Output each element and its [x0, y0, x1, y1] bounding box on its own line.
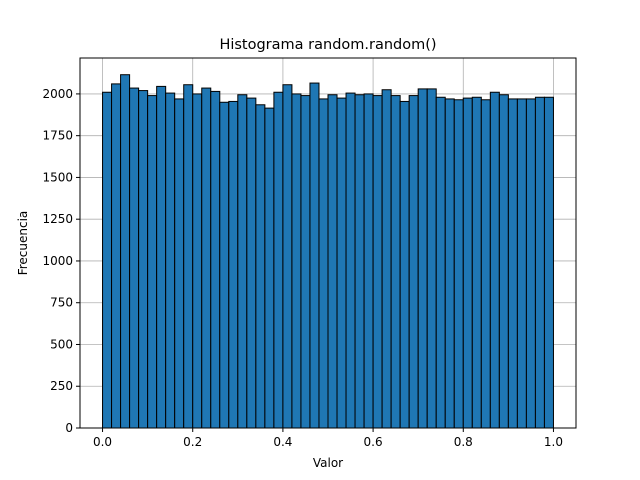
- x-axis-label: Valor: [313, 456, 343, 470]
- histogram-bar: [174, 98, 185, 429]
- x-tick-label: 1.0: [544, 435, 563, 449]
- histogram-bar: [219, 101, 230, 429]
- x-tick-label: 0.8: [454, 435, 473, 449]
- histogram-bar: [120, 74, 131, 429]
- x-axis-ticks: 0.0 0.2 0.4 0.6 0.8 1.0: [93, 428, 563, 449]
- histogram-bar: [372, 95, 383, 429]
- histogram-bar: [390, 95, 401, 429]
- y-axis-ticks: 0 250 500 750 1000 1250 1500 1750 2000: [42, 87, 80, 435]
- histogram-bar: [300, 95, 311, 429]
- histogram-bar: [480, 99, 491, 429]
- histogram-bar: [309, 82, 320, 429]
- histogram-bar: [534, 96, 545, 429]
- y-tick-label: 750: [50, 296, 73, 310]
- x-tick-label: 0.0: [93, 435, 112, 449]
- y-tick-label: 2000: [42, 87, 73, 101]
- histogram-bar: [426, 88, 437, 429]
- x-tick-label: 0.2: [183, 435, 202, 449]
- y-tick-label: 1000: [42, 254, 73, 268]
- histogram-bar: [381, 89, 392, 429]
- histogram-bar: [363, 93, 374, 429]
- x-tick-label: 0.6: [364, 435, 383, 449]
- y-tick-label: 1500: [42, 170, 73, 184]
- histogram-bar: [507, 98, 518, 429]
- histogram-bar: [282, 84, 293, 429]
- histogram-bar: [165, 92, 176, 429]
- histogram-bar: [246, 97, 257, 429]
- histogram-bar: [318, 98, 329, 429]
- y-tick-label: 1750: [42, 129, 73, 143]
- y-axis-label: Frecuencia: [16, 211, 30, 276]
- y-tick-label: 1250: [42, 212, 73, 226]
- histogram-bar: [327, 94, 338, 429]
- y-tick-label: 0: [65, 421, 73, 435]
- histogram-bar: [471, 96, 482, 429]
- histogram-bar: [345, 92, 356, 429]
- histogram-bar: [228, 100, 239, 429]
- histogram-bars: [102, 74, 554, 429]
- histogram-bar: [399, 100, 410, 429]
- histogram-bar: [444, 98, 455, 429]
- histogram-bar: [354, 94, 365, 429]
- histogram-bar: [417, 88, 428, 429]
- histogram-bar: [129, 87, 140, 429]
- histogram-bar: [111, 83, 122, 429]
- histogram-bar: [273, 91, 284, 429]
- histogram-bar: [255, 104, 266, 429]
- histogram-bar: [435, 96, 446, 429]
- histogram-bar: [336, 97, 347, 429]
- histogram-bar: [525, 98, 536, 429]
- y-tick-label: 250: [50, 379, 73, 393]
- histogram-bar: [192, 93, 203, 429]
- x-tick-label: 0.4: [273, 435, 292, 449]
- histogram-bar: [210, 90, 221, 429]
- histogram-bar: [543, 96, 554, 429]
- histogram-bar: [498, 94, 509, 429]
- histogram-bar: [201, 87, 212, 429]
- histogram-bar: [462, 97, 473, 429]
- histogram-bar: [489, 91, 500, 429]
- plot-area-frame: [79, 57, 577, 429]
- histogram-bar: [156, 85, 167, 429]
- y-tick-label: 500: [50, 337, 73, 351]
- histogram-bar: [516, 98, 527, 429]
- histogram-bar: [183, 84, 194, 429]
- histogram-bar: [291, 93, 302, 429]
- histogram-bar: [237, 94, 248, 429]
- histogram-bar: [102, 91, 113, 429]
- histogram-bar: [264, 107, 275, 429]
- histogram-bar: [138, 90, 149, 429]
- histogram-bar: [147, 95, 158, 429]
- chart-title: Histograma random.random(): [219, 37, 436, 53]
- histogram-bar: [453, 99, 464, 429]
- histogram-bar: [408, 95, 419, 429]
